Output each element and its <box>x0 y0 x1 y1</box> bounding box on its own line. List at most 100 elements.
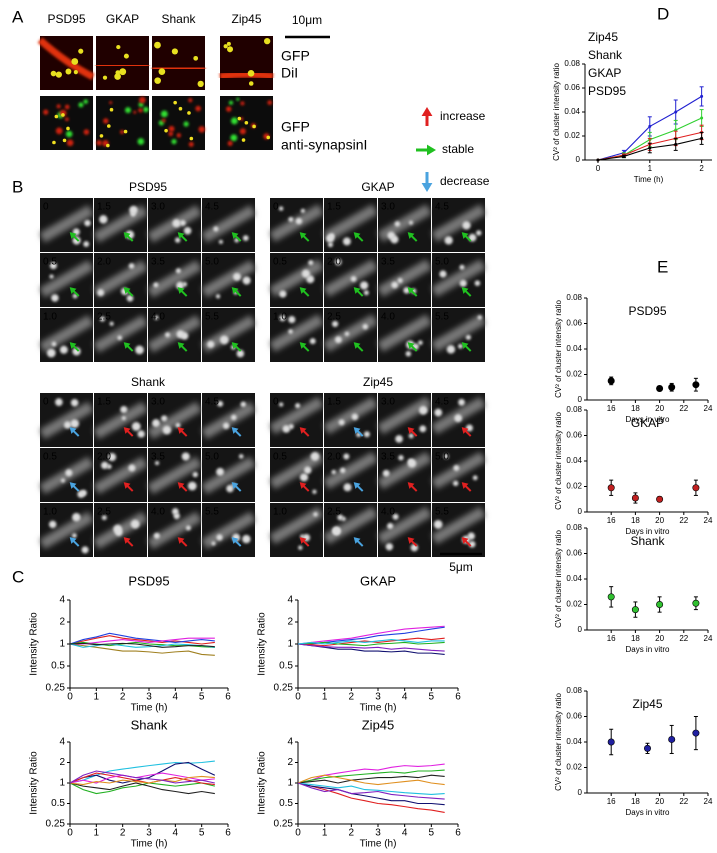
time-lapse-frame: 4.5 <box>431 198 486 252</box>
punctum <box>228 100 234 105</box>
arrow <box>353 537 364 547</box>
series-line <box>297 774 445 786</box>
time-lapse-frame: 2.5 <box>93 503 148 557</box>
time-label: 4.5 <box>435 397 449 408</box>
dendrite <box>201 456 256 495</box>
spine <box>385 543 394 551</box>
arrow-shaft <box>126 234 134 242</box>
time-label: 5.5 <box>205 312 219 323</box>
series-line <box>297 782 445 813</box>
spine <box>187 481 197 491</box>
time-label: 0.5 <box>43 452 57 463</box>
chart: 0.25 0.5 1 2 4 0 1 2 3 4 5 6 Time (h) Intensity Ratio… <box>257 573 462 713</box>
time-lapse-frame: 1.5 <box>323 393 378 447</box>
dendrite <box>39 511 94 550</box>
chart: 0.25 0.5 1 2 4 0 1 2 3 4 5 6 Time (h) Intensity Ratio… <box>29 717 232 849</box>
spine <box>439 270 447 278</box>
punctum <box>109 107 114 112</box>
x-tick-label: 1 <box>322 692 328 703</box>
arrow <box>69 232 80 242</box>
series-line <box>69 761 216 784</box>
y-tick-label: 0.06 <box>566 319 582 328</box>
arrow-head <box>69 287 77 294</box>
time-lapse-frame: 4.5 <box>201 198 256 252</box>
point <box>674 110 678 114</box>
punctum <box>65 117 69 122</box>
time-label: 3.5 <box>151 257 165 268</box>
x-axis-label: Time (h) <box>634 175 664 184</box>
x-axis-label: Time (h) <box>360 703 397 714</box>
arrow-head <box>407 482 415 489</box>
dendrite <box>39 401 94 440</box>
point <box>668 735 676 743</box>
punctum <box>189 136 194 141</box>
y-tick-label: 0 <box>576 155 581 164</box>
spine <box>446 345 456 354</box>
arrow-head <box>353 287 361 294</box>
time-label: 0 <box>273 202 279 213</box>
y-tick-label: 0.5 <box>51 661 65 672</box>
punctum <box>247 69 255 77</box>
dendrite <box>147 401 202 440</box>
chart-title: GKAP <box>360 573 396 588</box>
spine <box>48 520 57 529</box>
spine <box>77 490 85 498</box>
spine <box>207 340 215 348</box>
time-label: 5.0 <box>435 257 449 268</box>
arrow-head <box>461 537 469 544</box>
spine <box>70 399 79 407</box>
arrow-shaft <box>410 289 418 297</box>
spine <box>181 452 190 461</box>
arrow-shaft <box>302 344 310 352</box>
chart: 0 0.02 0.04 0.06 0.08 0 1 2 Time (h) CV² of clust… <box>552 30 712 184</box>
arrow <box>461 482 472 492</box>
time-label: 2.0 <box>327 452 341 463</box>
punctum <box>78 48 84 54</box>
time-lapse-frame: 0 <box>39 393 94 447</box>
time-label: 2.0 <box>97 452 111 463</box>
time-label: 3.0 <box>151 397 165 408</box>
punctum <box>106 143 110 148</box>
arrow-shaft <box>410 429 418 437</box>
spine <box>476 230 482 236</box>
y-tick-label: 0.5 <box>279 798 293 809</box>
spine <box>219 335 229 345</box>
y-tick-label: 0.02 <box>566 370 582 379</box>
time-label: 0.5 <box>273 452 287 463</box>
dendrite <box>39 205 94 243</box>
time-lapse-frame: 3.5 <box>147 448 202 502</box>
arrow-shaft <box>180 234 188 242</box>
dendrite <box>269 396 324 435</box>
x-tick-label: 22 <box>679 634 688 643</box>
y-tick-label: 0.25 <box>274 819 294 830</box>
spine <box>130 519 140 529</box>
arrow <box>407 427 418 437</box>
series-line <box>69 643 215 648</box>
spine <box>106 464 112 469</box>
spine <box>72 513 81 522</box>
x-tick-label: 3 <box>375 828 381 839</box>
scale-bar-label: 5μm <box>449 560 473 574</box>
arrow-shaft <box>180 289 188 297</box>
spine <box>477 315 483 320</box>
punctum <box>226 106 232 112</box>
spine <box>240 401 247 408</box>
micrograph <box>96 96 149 150</box>
arrow-shaft <box>234 289 242 297</box>
y-tick-label: 0.06 <box>564 83 580 92</box>
x-tick-label: 20 <box>655 516 664 525</box>
punctum <box>237 116 242 121</box>
arrow-shaft <box>464 484 472 492</box>
y-tick-label: 2 <box>59 757 65 768</box>
arrow-head <box>299 287 307 294</box>
spine <box>211 541 216 546</box>
time-lapse-frame: 4.0 <box>377 308 432 362</box>
time-lapse-frame: 3.0 <box>147 198 202 252</box>
point <box>643 744 651 752</box>
series-line <box>69 775 215 786</box>
x-tick-label: 24 <box>704 404 713 413</box>
arrow-head <box>231 482 239 489</box>
punctum <box>223 44 228 49</box>
arrow <box>123 482 134 492</box>
time-lapse-frame: 1.5 <box>93 198 148 252</box>
